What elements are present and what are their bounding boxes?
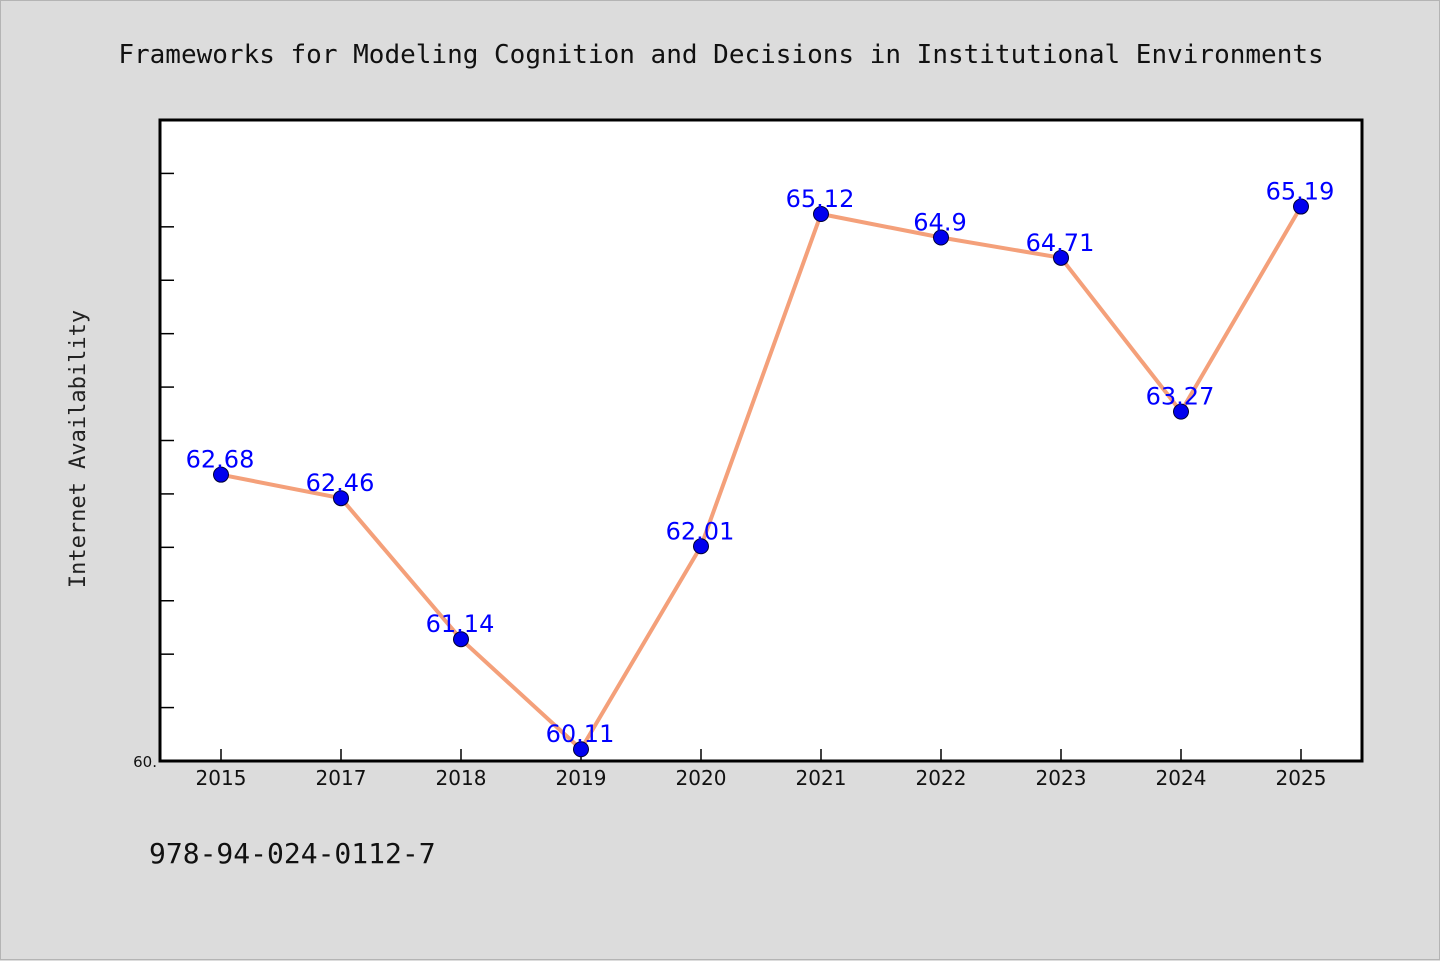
data-point-2017 [333, 490, 349, 507]
data-label-2017: 62.46 [306, 469, 375, 497]
data-point-2021 [813, 206, 829, 223]
isbn-text: 978-94-024-0112-7 [149, 837, 436, 870]
data-label-2021: 65.12 [786, 185, 855, 213]
x-tick-label-2023: 2023 [1036, 766, 1087, 790]
x-tick-label-2021: 2021 [796, 766, 847, 790]
data-label-2019: 60.11 [546, 720, 615, 748]
data-label-2022: 64.9 [913, 209, 966, 237]
data-label-2023: 64.71 [1026, 229, 1095, 257]
y-axis-label: Internet Availability [66, 310, 91, 588]
data-label-layer: 62.68 62.46 61.14 60.11 62.01 65.12 64.9 64.71 6… [186, 178, 1335, 749]
x-tick-label-2018: 2018 [436, 766, 487, 790]
x-tick-label-2015: 2015 [196, 766, 247, 790]
x-axis-ticks: 2015 2017 2018 2019 2020 2021 2022 2023 2024 2025 [196, 749, 1327, 790]
x-tick-label-2019: 2019 [556, 766, 607, 790]
data-point-2019 [573, 741, 589, 758]
data-point-2015 [213, 466, 229, 483]
x-tick-label-2022: 2022 [916, 766, 967, 790]
data-label-2025: 65.19 [1266, 178, 1335, 206]
data-point-2018 [453, 631, 469, 648]
data-label-2020: 62.01 [666, 517, 735, 545]
plot-area [158, 118, 1364, 763]
series-layer [213, 198, 1309, 758]
data-label-2015: 62.68 [186, 446, 255, 474]
x-tick-label-2024: 2024 [1156, 766, 1207, 790]
x-tick-label-2017: 2017 [316, 766, 367, 790]
data-point-2025 [1293, 198, 1309, 215]
y-tick-label-0: 60. [133, 753, 157, 771]
data-label-2018: 61.14 [426, 610, 495, 638]
data-point-2024 [1173, 403, 1189, 420]
series-line-0 [220, 205, 1303, 752]
data-point-2020 [693, 538, 709, 555]
data-label-2024: 63.27 [1146, 383, 1215, 411]
data-point-2022 [933, 229, 949, 246]
data-point-2023 [1053, 249, 1069, 266]
y-axis-ticks: 60. [133, 119, 174, 771]
x-tick-label-2025: 2025 [1276, 766, 1327, 790]
chart-title: Frameworks for Modeling Cognition and De… [118, 40, 1323, 70]
x-tick-label-2020: 2020 [676, 766, 727, 790]
